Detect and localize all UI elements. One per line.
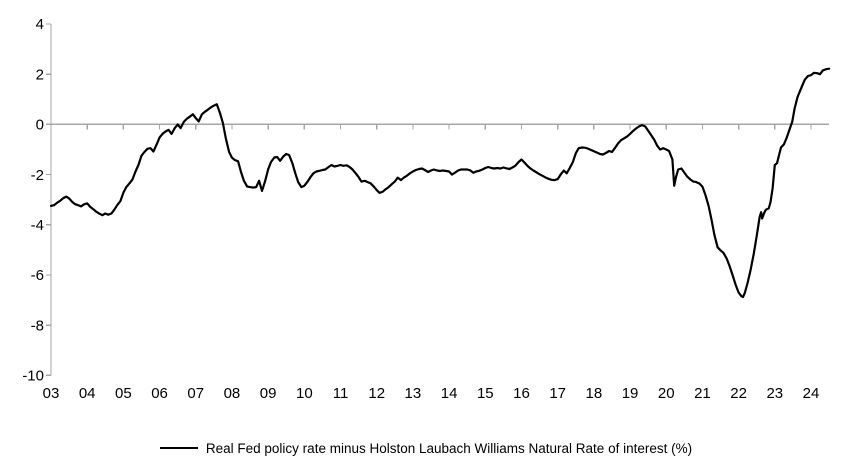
x-tick-label: 17 xyxy=(549,385,566,402)
y-tick-label: -4 xyxy=(31,217,44,234)
x-axis: 03 04 05 06 07 08 09 10 11 12 13 14 15 16 17 18 19 20 21 22… xyxy=(43,123,829,402)
legend: Real Fed policy rate minus Holston Lauba… xyxy=(0,437,852,459)
x-tick-label: 18 xyxy=(586,385,603,402)
legend-label: Real Fed policy rate minus Holston Lauba… xyxy=(205,440,693,456)
x-tick-label: 03 xyxy=(43,385,60,402)
y-tick-label: 0 xyxy=(36,117,44,134)
y-tick-label: 4 xyxy=(36,16,44,33)
x-tick-label: 05 xyxy=(115,385,132,402)
x-tick-label: 07 xyxy=(187,385,204,402)
x-tick-label: 19 xyxy=(622,385,639,402)
x-tick-label: 12 xyxy=(368,385,385,402)
x-tick-label: 23 xyxy=(766,385,783,402)
x-tick-label: 10 xyxy=(296,385,313,402)
x-tick-label: 24 xyxy=(803,385,820,402)
x-tick-label: 04 xyxy=(79,385,96,402)
y-tick-label: 2 xyxy=(36,66,44,83)
x-tick-label: 11 xyxy=(333,385,349,402)
series-line xyxy=(49,67,831,299)
y-tick-label: -8 xyxy=(31,317,44,334)
x-tick-label: 06 xyxy=(151,385,168,402)
x-tick-label: 16 xyxy=(513,385,530,402)
x-tick-label: 22 xyxy=(730,385,747,402)
y-tick-label: -6 xyxy=(31,267,44,284)
y-tick-label: -2 xyxy=(31,167,44,184)
x-tick-label: 15 xyxy=(477,385,494,402)
legend-line-swatch xyxy=(159,447,198,449)
y-axis: 4 2 0 -2 -4 -6 -8 -10 xyxy=(22,16,52,385)
x-tick-label: 08 xyxy=(224,385,241,402)
x-tick-label: 09 xyxy=(260,385,277,402)
x-tick-label: 13 xyxy=(405,385,422,402)
x-tick-label: 21 xyxy=(694,385,711,402)
x-tick-label: 14 xyxy=(441,385,458,402)
x-tick-label: 20 xyxy=(658,385,675,402)
y-tick-label: -10 xyxy=(22,368,44,385)
